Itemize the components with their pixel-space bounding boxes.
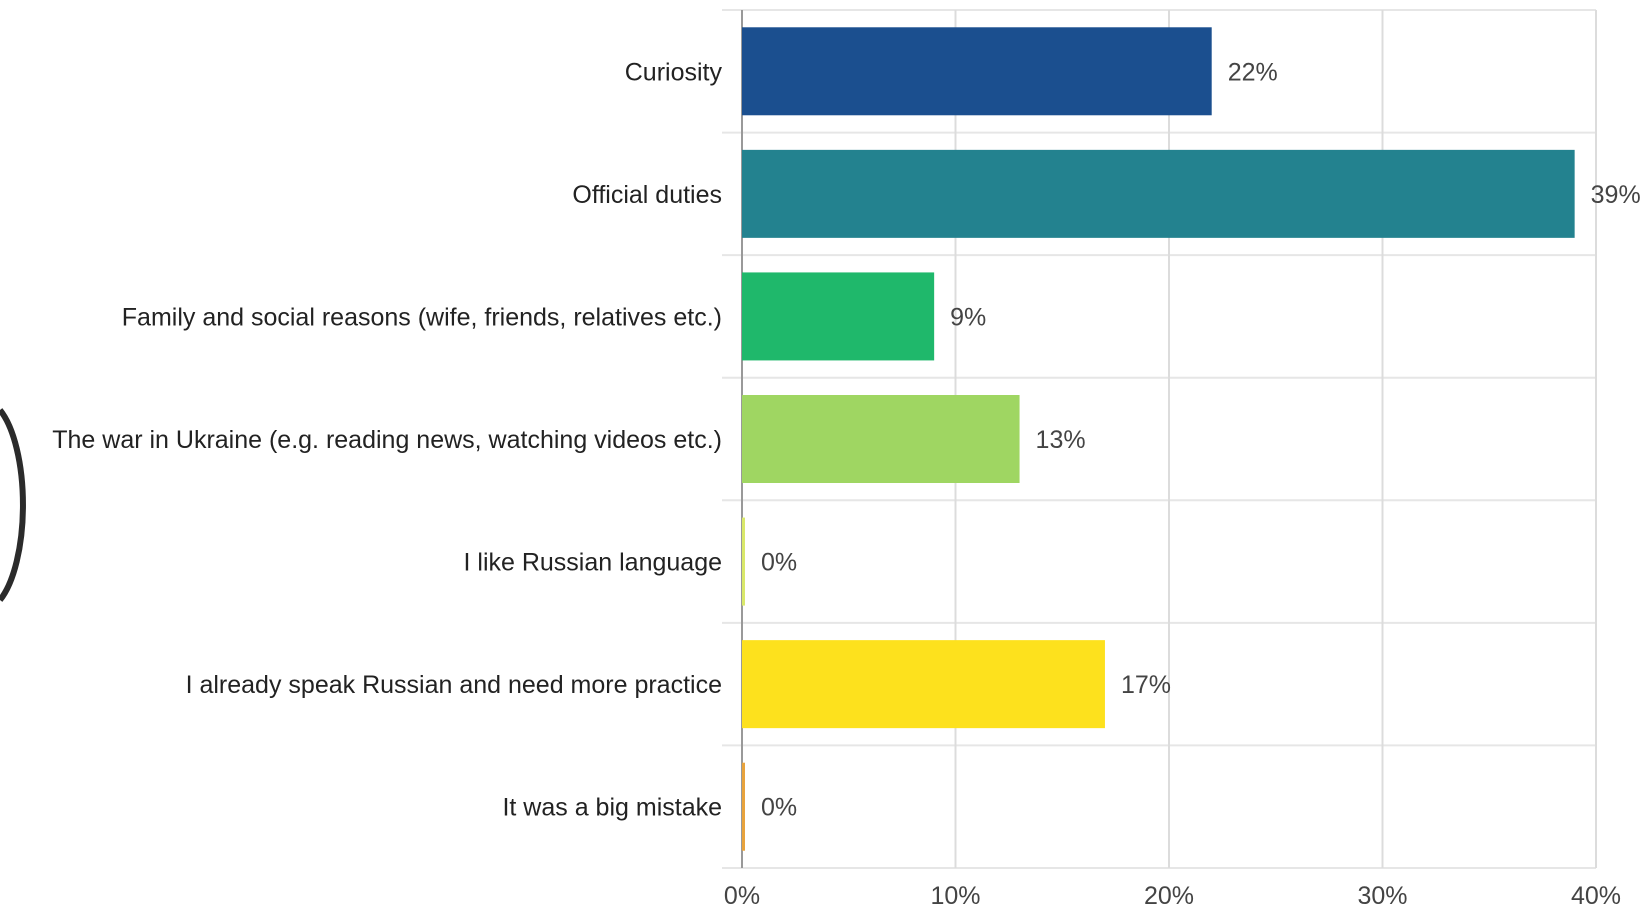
value-label: 0%	[761, 549, 797, 577]
bar-family-and-social-reasons-wife-friends-relatives-etc	[742, 272, 935, 361]
value-label: 0%	[761, 794, 797, 822]
category-label: I already speak Russian and need more pr…	[186, 671, 722, 699]
labels: Curiosity 22% Official duties 39% Family and…	[52, 58, 1640, 821]
category-label: I like Russian language	[464, 549, 723, 577]
bar-the-war-in-ukraine-e-g-reading-news-watching-videos-etc	[742, 395, 1020, 483]
circle-arc-decoration	[0, 408, 26, 602]
bar-official-duties	[742, 149, 1575, 238]
category-label: The war in Ukraine (e.g. reading news, w…	[52, 426, 722, 454]
bar-i-like-russian-language	[742, 517, 745, 606]
x-tick-label: 10%	[930, 882, 980, 910]
x-tick-label: 40%	[1571, 882, 1621, 910]
category-label: It was a big mistake	[502, 794, 722, 822]
value-label: 9%	[950, 303, 986, 331]
value-label: 17%	[1121, 671, 1171, 699]
bars	[742, 27, 1575, 851]
bar-i-already-speak-russian-and-need-more-practice	[742, 640, 1105, 729]
x-tick-label: 0%	[724, 882, 760, 910]
value-label: 13%	[1036, 426, 1086, 454]
bar-it-was-a-big-mistake	[742, 762, 745, 851]
category-label: Family and social reasons (wife, friends…	[122, 303, 722, 331]
x-tick-label: 20%	[1144, 882, 1194, 910]
category-label: Official duties	[572, 181, 722, 209]
bar-curiosity	[742, 27, 1212, 116]
value-label: 39%	[1591, 181, 1641, 209]
category-label: Curiosity	[625, 58, 723, 86]
x-tick-label: 30%	[1357, 882, 1407, 910]
value-label: 22%	[1228, 58, 1278, 86]
x-axis-ticks: 0% 10% 20% 30% 40%	[724, 882, 1621, 910]
